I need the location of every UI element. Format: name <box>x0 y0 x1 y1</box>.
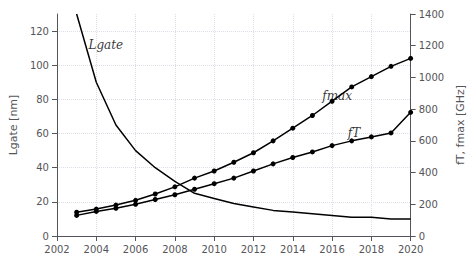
svg-text:200: 200 <box>419 199 438 210</box>
svg-text:2012: 2012 <box>241 244 266 255</box>
svg-text:100: 100 <box>30 60 49 71</box>
svg-text:2020: 2020 <box>398 244 423 255</box>
svg-text:1200: 1200 <box>419 40 444 51</box>
svg-text:fmax: fmax <box>321 89 352 103</box>
svg-text:Lgate [nm]: Lgate [nm] <box>7 95 20 156</box>
svg-text:2008: 2008 <box>162 244 187 255</box>
svg-text:2016: 2016 <box>319 244 344 255</box>
svg-text:1400: 1400 <box>419 9 444 20</box>
svg-text:800: 800 <box>419 104 438 115</box>
svg-text:2006: 2006 <box>123 244 148 255</box>
svg-text:40: 40 <box>36 162 49 173</box>
svg-text:400: 400 <box>419 167 438 178</box>
svg-text:600: 600 <box>419 135 438 146</box>
svg-text:20: 20 <box>36 196 49 207</box>
svg-text:2004: 2004 <box>84 244 109 255</box>
svg-text:2014: 2014 <box>280 244 305 255</box>
svg-text:0: 0 <box>43 231 49 242</box>
svg-text:fT: fT <box>347 126 361 140</box>
svg-text:1000: 1000 <box>419 72 444 83</box>
svg-text:0: 0 <box>419 231 425 242</box>
svg-text:120: 120 <box>30 26 49 37</box>
svg-text:80: 80 <box>36 94 49 105</box>
svg-text:2010: 2010 <box>201 244 226 255</box>
svg-text:fT, fmax [GHz]: fT, fmax [GHz] <box>454 85 467 165</box>
svg-text:60: 60 <box>36 128 49 139</box>
svg-text:2018: 2018 <box>359 244 384 255</box>
svg-text:Lgate: Lgate <box>87 38 123 52</box>
svg-text:2002: 2002 <box>44 244 69 255</box>
